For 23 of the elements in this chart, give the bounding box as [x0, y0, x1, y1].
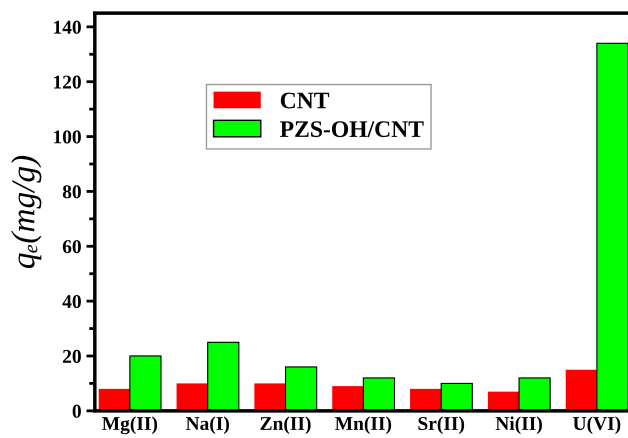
x-tick-label: Mg(II): [102, 416, 158, 434]
legend-label: CNT: [280, 92, 330, 108]
y-tick-label: 120: [54, 76, 81, 89]
y-tick-label: 100: [54, 130, 81, 144]
y-tick-label: 20: [63, 350, 81, 363]
y-tick-label: 60: [62, 240, 81, 254]
legend-label: PZS-OH/CNT: [280, 121, 424, 138]
x-tick-label: Na(I): [186, 416, 229, 434]
y-tick-label: 0: [72, 404, 81, 418]
y-tick-label: 80: [62, 185, 81, 198]
x-tick-label: Zn(II): [260, 416, 311, 434]
bar: [176, 383, 208, 411]
bar: [254, 383, 286, 411]
bar: [566, 370, 597, 411]
y-tick-label: 40: [62, 294, 81, 308]
y-tick-label: 140: [54, 20, 81, 34]
bar: [332, 386, 364, 411]
bar: [98, 388, 130, 411]
x-tick-label: Ni(II): [496, 416, 542, 434]
y-axis-title: qₑ(mg/g): [11, 156, 42, 268]
x-tick-label: Mn(II): [335, 416, 392, 434]
x-tick-label: U(VI): [573, 416, 620, 434]
x-tick-label: Sr(II): [418, 416, 464, 434]
